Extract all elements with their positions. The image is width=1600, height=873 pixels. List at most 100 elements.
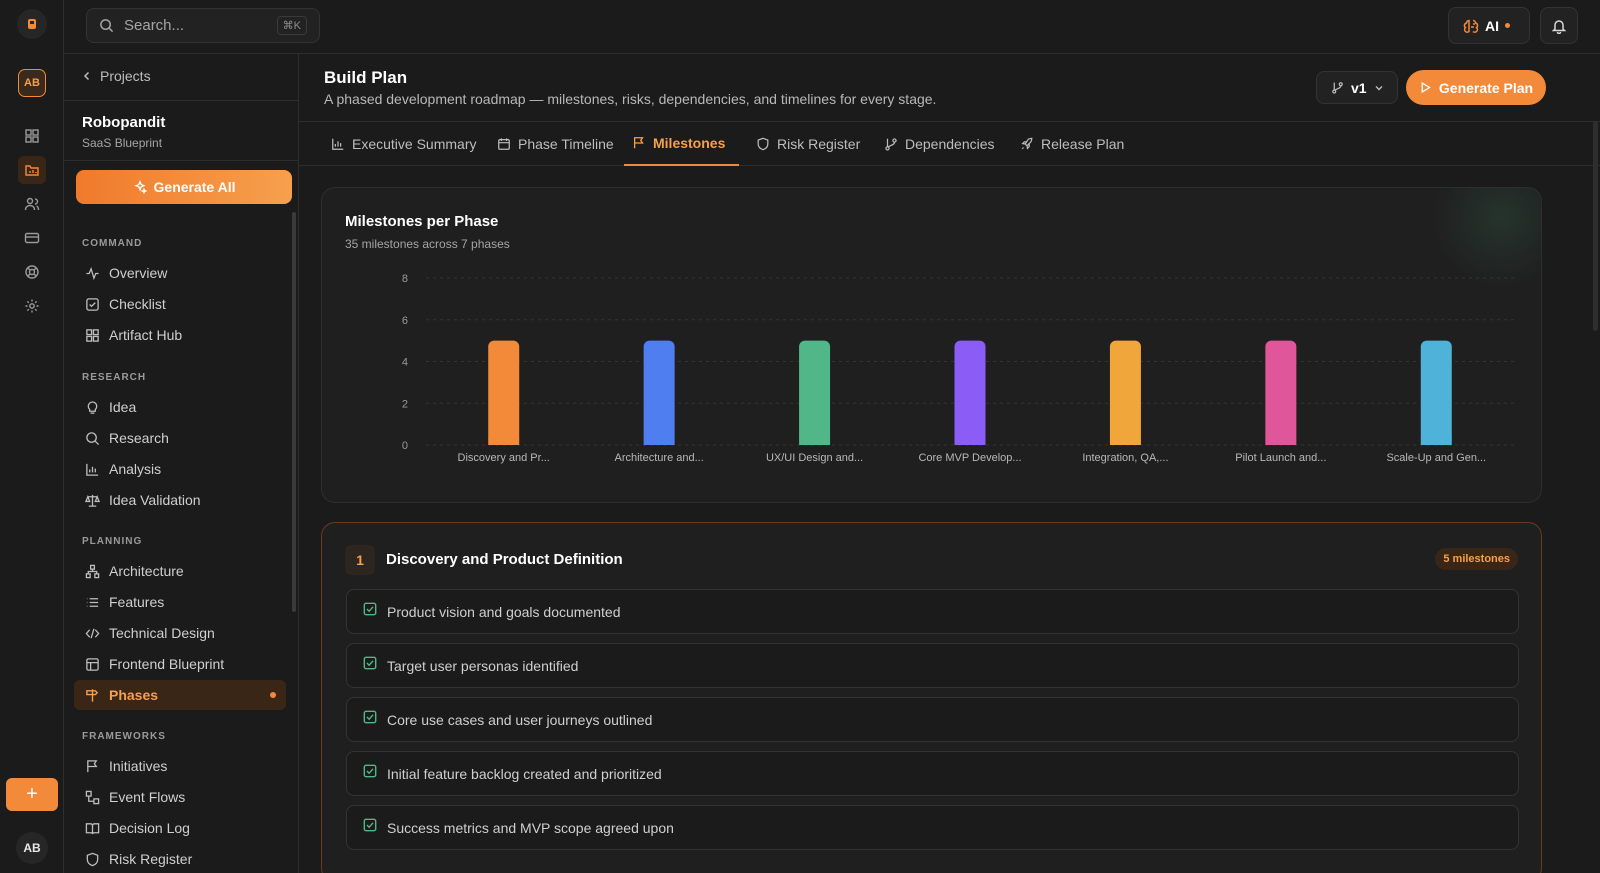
check-square-icon bbox=[363, 710, 377, 724]
shield-icon bbox=[84, 851, 100, 867]
bell-icon bbox=[1551, 19, 1567, 34]
tab-label: Dependencies bbox=[905, 136, 995, 152]
page-subtitle: A phased development roadmap — milestone… bbox=[324, 91, 937, 107]
chart-bar-base bbox=[643, 439, 675, 445]
shield-icon bbox=[757, 137, 769, 151]
top-bar: Search... ⌘K AI bbox=[64, 0, 1600, 54]
sidebar-item-decision-log[interactable]: Decision Log bbox=[74, 813, 286, 843]
grid-icon bbox=[84, 327, 100, 343]
milestone-item[interactable]: Initial feature backlog created and prio… bbox=[346, 751, 1519, 796]
tab-label: Risk Register bbox=[777, 136, 861, 152]
sidebar-item-features[interactable]: Features bbox=[74, 587, 286, 617]
sidebar-item-architecture[interactable]: Architecture bbox=[74, 556, 286, 586]
network-icon bbox=[84, 563, 100, 579]
y-tick-label: 0 bbox=[402, 440, 408, 452]
lightbulb-icon bbox=[84, 399, 100, 415]
rail-users-icon[interactable] bbox=[18, 190, 46, 218]
x-tick-label: Scale-Up and Gen... bbox=[1386, 452, 1486, 464]
milestone-item[interactable]: Target user personas identified bbox=[346, 643, 1519, 688]
chart-bar bbox=[488, 340, 520, 445]
chart-bar-base bbox=[799, 439, 831, 445]
sidebar-item-overview[interactable]: Overview bbox=[74, 258, 286, 288]
x-tick-label: Core MVP Develop... bbox=[918, 452, 1021, 464]
generate-all-button[interactable]: Generate All bbox=[76, 170, 292, 204]
back-to-projects-link[interactable]: Projects bbox=[82, 68, 151, 84]
rocket-icon bbox=[1021, 137, 1033, 150]
bar-chart-icon bbox=[84, 461, 100, 477]
sidebar-item-label: Checklist bbox=[109, 296, 166, 312]
generate-plan-button[interactable]: Generate Plan bbox=[1406, 70, 1546, 105]
search-input[interactable]: Search... bbox=[124, 17, 185, 34]
main-scrollbar[interactable] bbox=[1593, 121, 1598, 331]
workspace-avatar[interactable]: AB bbox=[18, 69, 46, 97]
milestone-text: Core use cases and user journeys outline… bbox=[387, 712, 653, 728]
sidebar-item-analysis[interactable]: Analysis bbox=[74, 454, 286, 484]
sidebar-item-research[interactable]: Research bbox=[74, 423, 286, 453]
milestone-item[interactable]: Product vision and goals documented bbox=[346, 589, 1519, 634]
milestone-item[interactable]: Core use cases and user journeys outline… bbox=[346, 697, 1519, 742]
sidebar-item-label: Risk Register bbox=[109, 851, 193, 867]
rail-settings-icon[interactable] bbox=[18, 292, 46, 320]
milestone-item[interactable]: Success metrics and MVP scope agreed upo… bbox=[346, 805, 1519, 850]
sidebar-item-frontend-blueprint[interactable]: Frontend Blueprint bbox=[74, 649, 286, 679]
workflow-icon bbox=[84, 789, 100, 805]
sidebar-item-technical-design[interactable]: Technical Design bbox=[74, 618, 286, 648]
activity-icon bbox=[84, 265, 100, 281]
code-icon bbox=[84, 625, 100, 641]
tab-milestones[interactable]: Milestones bbox=[624, 122, 739, 166]
bar-chart-icon bbox=[332, 138, 344, 150]
logo-icon bbox=[28, 19, 36, 29]
play-icon bbox=[1421, 81, 1431, 94]
ai-assistant-button[interactable]: AI bbox=[1448, 7, 1530, 44]
rail-projects-icon[interactable] bbox=[18, 156, 46, 184]
version-selector[interactable]: v1 bbox=[1316, 71, 1398, 104]
ai-label: AI bbox=[1485, 17, 1499, 34]
user-avatar[interactable]: AB bbox=[16, 832, 48, 864]
chart-bar bbox=[643, 340, 675, 445]
create-new-button[interactable]: + bbox=[6, 778, 58, 811]
tab-label: Milestones bbox=[653, 135, 726, 151]
chevron-down-icon bbox=[1375, 85, 1383, 90]
notifications-button[interactable] bbox=[1540, 7, 1578, 44]
tab-risk-register[interactable]: Risk Register bbox=[748, 122, 868, 166]
rail-dashboard-icon[interactable] bbox=[18, 122, 46, 150]
sidebar-item-idea[interactable]: Idea bbox=[74, 392, 286, 422]
tab-executive-summary[interactable]: Executive Summary bbox=[323, 122, 484, 166]
milestone-text: Success metrics and MVP scope agreed upo… bbox=[387, 820, 674, 836]
sidebar-item-label: Architecture bbox=[109, 563, 184, 579]
search-box[interactable]: Search... ⌘K bbox=[86, 8, 320, 43]
sidebar-item-label: Features bbox=[109, 594, 165, 610]
rail-support-icon[interactable] bbox=[18, 258, 46, 286]
phase-number-badge: 1 bbox=[345, 545, 375, 575]
chart-bar-base bbox=[1420, 439, 1452, 445]
tab-dependencies[interactable]: Dependencies bbox=[876, 122, 1003, 166]
tab-release-plan[interactable]: Release Plan bbox=[1012, 122, 1132, 166]
sidebar-item-phases[interactable]: Phases bbox=[74, 680, 286, 710]
icon-rail: AB + AB bbox=[0, 0, 64, 873]
git-branch-icon bbox=[885, 138, 897, 151]
sidebar-scrollbar[interactable] bbox=[292, 212, 296, 612]
nav-section-command: COMMAND bbox=[82, 238, 143, 249]
tab-phase-timeline[interactable]: Phase Timeline bbox=[489, 122, 622, 166]
chart-bar bbox=[1265, 340, 1297, 445]
sidebar-item-risk-register[interactable]: Risk Register bbox=[74, 844, 286, 873]
sidebar-item-label: Idea Validation bbox=[109, 492, 201, 508]
chart-bar bbox=[799, 340, 831, 445]
sidebar-item-event-flows[interactable]: Event Flows bbox=[74, 782, 286, 812]
app-logo[interactable] bbox=[17, 9, 47, 39]
sidebar-item-idea-validation[interactable]: Idea Validation bbox=[74, 485, 286, 515]
y-tick-label: 8 bbox=[402, 273, 408, 285]
sidebar-item-label: Research bbox=[109, 430, 169, 446]
x-tick-label: Discovery and Pr... bbox=[458, 452, 550, 464]
chart-title: Milestones per Phase bbox=[345, 213, 499, 230]
sidebar-item-checklist[interactable]: Checklist bbox=[74, 289, 286, 319]
chart-bar-base bbox=[954, 439, 986, 445]
sidebar-item-initiatives[interactable]: Initiatives bbox=[74, 751, 286, 781]
sidebar-item-label: Artifact Hub bbox=[109, 327, 183, 343]
check-square-icon bbox=[363, 764, 377, 778]
sidebar-item-label: Initiatives bbox=[109, 758, 168, 774]
search-icon bbox=[84, 430, 100, 446]
sidebar-item-artifact-hub[interactable]: Artifact Hub bbox=[74, 320, 286, 350]
rail-billing-icon[interactable] bbox=[18, 224, 46, 252]
book-icon bbox=[84, 820, 100, 836]
